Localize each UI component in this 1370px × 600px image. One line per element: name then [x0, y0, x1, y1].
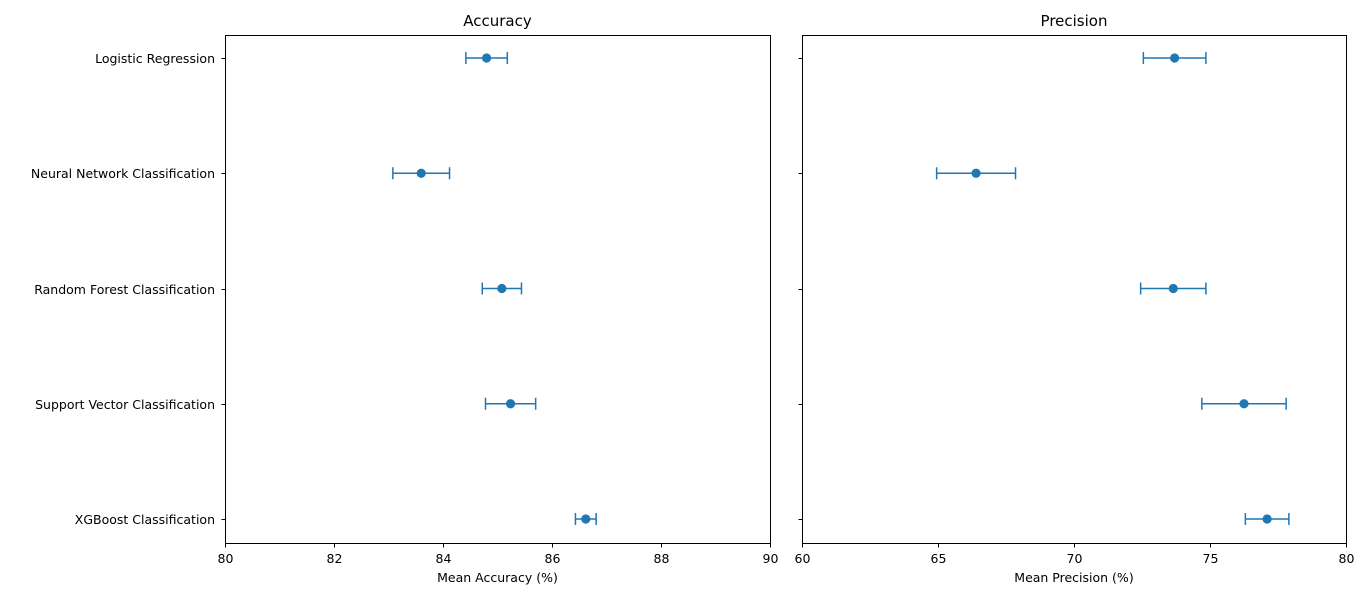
panel-1-data-point: [416, 168, 426, 178]
panel-1-y-tick-label: Support Vector Classification: [35, 397, 215, 412]
panel-2-x-axis-label: Mean Precision (%): [1014, 570, 1133, 585]
panel-2-data-point: [1168, 283, 1178, 294]
panel-1-data-point: [497, 283, 507, 294]
panel-2-x-tick-label: 65: [931, 551, 947, 566]
panel-2-data-point: [1262, 514, 1272, 524]
panel-1-x-tick-label: 80: [218, 551, 234, 566]
panel-2-x-tick-label: 70: [1067, 551, 1083, 566]
panel-2-data-point: [1239, 399, 1249, 409]
panel-1-data-point: [482, 53, 492, 63]
panel-1-title: Accuracy: [463, 12, 532, 30]
panel-2-data-point: [1170, 53, 1180, 63]
panel-1-x-tick-label: 90: [763, 551, 779, 566]
panel-2-x-tick-label: 80: [1339, 551, 1355, 566]
panel-2-title: Precision: [1041, 12, 1108, 30]
panel-1-data-point: [505, 399, 516, 409]
panel-1-x-tick-label: 82: [327, 551, 343, 566]
panel-1-x-tick-label: 88: [654, 551, 670, 566]
panel-1-y-tick-label: Neural Network Classification: [31, 166, 215, 181]
panel-1-data-point: [581, 514, 591, 524]
panel-1-x-tick-label: 86: [545, 551, 561, 566]
panel-2-x-tick-label: 75: [1203, 551, 1219, 566]
panel-2-data-point: [971, 168, 981, 178]
panel-2-x-tick-label: 60: [795, 551, 811, 566]
panel-1-x-axis-label: Mean Accuracy (%): [437, 570, 558, 585]
panel-1-y-tick-label: XGBoost Classification: [75, 512, 215, 527]
panel-2-plot-frame: [802, 35, 1347, 544]
panel-1-y-tick-label: Logistic Regression: [95, 51, 215, 66]
panel-1-x-tick-label: 84: [436, 551, 452, 566]
panel-1-y-tick-label: Random Forest Classification: [34, 282, 215, 297]
